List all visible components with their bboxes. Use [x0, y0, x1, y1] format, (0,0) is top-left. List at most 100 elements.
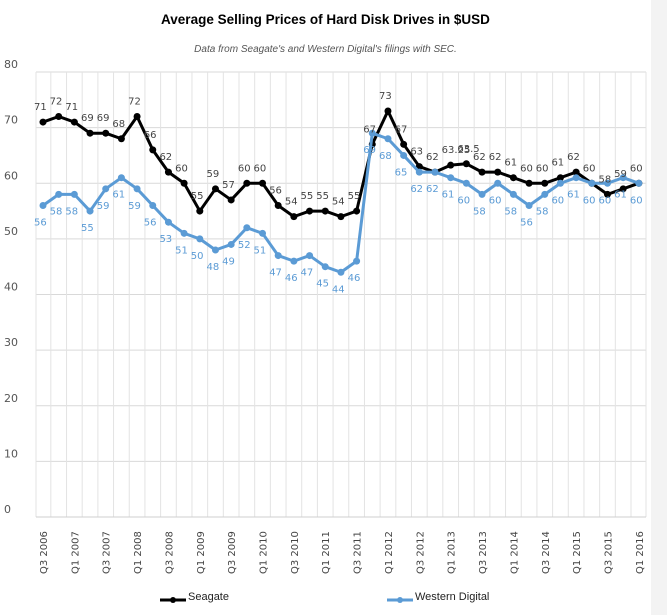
data-label: 62 — [410, 184, 423, 195]
y-tick-label: 40 — [4, 281, 18, 294]
data-label: 61 — [442, 190, 455, 201]
data-label: 46 — [348, 273, 361, 284]
data-label: 60 — [175, 163, 188, 174]
data-label: 66 — [144, 130, 157, 141]
data-point — [39, 202, 47, 209]
data-label: 60 — [551, 195, 564, 206]
data-point — [86, 207, 94, 215]
data-point — [400, 140, 408, 148]
data-point — [509, 174, 517, 182]
data-label: 55 — [301, 191, 314, 202]
x-tick-label: Q1 2007 — [70, 531, 81, 574]
data-label: 55 — [81, 223, 94, 234]
data-point — [259, 229, 267, 237]
data-point — [635, 179, 643, 187]
x-tick-label: Q3 2007 — [102, 531, 113, 574]
data-label: 62 — [426, 152, 439, 163]
data-point — [86, 129, 94, 137]
data-point — [525, 202, 533, 209]
chart-subtitle: Data from Seagate's and Western Digital'… — [194, 44, 457, 55]
data-label: 47 — [301, 268, 314, 279]
data-point — [337, 268, 345, 276]
data-point — [164, 218, 172, 226]
data-label: 59 — [614, 169, 627, 180]
data-label: 56 — [144, 218, 157, 229]
data-point — [196, 207, 204, 215]
data-point — [572, 168, 580, 176]
data-point — [39, 118, 47, 126]
data-point — [353, 207, 361, 215]
data-point — [180, 179, 188, 187]
y-tick-label: 50 — [4, 225, 18, 238]
data-label: 68 — [112, 119, 125, 130]
data-point — [211, 185, 219, 193]
data-point — [509, 190, 517, 198]
data-point — [556, 174, 564, 182]
data-point — [70, 118, 78, 126]
x-tick-label: Q3 2014 — [541, 531, 552, 574]
data-label: 61 — [614, 190, 627, 201]
data-label: 61 — [504, 158, 517, 169]
data-point — [541, 190, 549, 198]
y-tick-label: 30 — [4, 336, 18, 349]
x-tick-label: Q3 2008 — [164, 531, 175, 574]
data-point — [55, 113, 63, 120]
data-label: 68 — [379, 151, 392, 162]
data-label: 67 — [395, 124, 408, 135]
data-point — [55, 190, 63, 198]
data-label: 71 — [34, 102, 47, 113]
data-point — [494, 168, 502, 176]
data-label: 58 — [504, 206, 517, 217]
data-point — [180, 229, 188, 237]
data-point — [400, 151, 408, 159]
side-panel — [651, 0, 667, 615]
data-label: 59 — [128, 201, 141, 212]
data-label: 54 — [285, 197, 298, 208]
data-point — [415, 168, 423, 176]
data-point — [368, 129, 376, 137]
data-point — [478, 168, 486, 176]
data-point — [243, 179, 251, 187]
data-label: 69 — [81, 113, 94, 124]
data-point — [525, 179, 533, 187]
data-point — [321, 207, 329, 215]
data-label: 58 — [598, 174, 611, 185]
data-point — [196, 235, 204, 243]
data-point — [556, 179, 564, 187]
data-label: 62 — [489, 152, 502, 163]
data-point — [572, 174, 580, 182]
x-tick-label: Q1 2011 — [321, 531, 332, 574]
y-tick-label: 0 — [4, 503, 11, 516]
x-tick-label: Q3 2009 — [227, 531, 238, 574]
data-label: 60 — [630, 195, 643, 206]
data-label: 63.25 — [442, 145, 471, 156]
data-point — [259, 179, 267, 187]
x-tick-label: Q1 2016 — [635, 531, 646, 574]
data-label: 58 — [473, 206, 486, 217]
data-point — [211, 246, 219, 254]
data-point — [321, 263, 329, 271]
data-label: 60 — [536, 163, 549, 174]
data-label: 55 — [316, 191, 329, 202]
data-label: 62 — [426, 184, 439, 195]
data-label: 58 — [536, 206, 549, 217]
data-point — [243, 224, 251, 232]
data-point — [70, 190, 78, 198]
x-tick-label: Q1 2015 — [572, 531, 583, 574]
data-point — [290, 213, 298, 221]
data-label: 60 — [457, 195, 470, 206]
data-label: 60 — [583, 195, 596, 206]
data-point — [164, 168, 172, 176]
x-tick-label: Q1 2012 — [384, 531, 395, 574]
x-tick-label: Q3 2015 — [603, 531, 614, 574]
data-point — [306, 207, 314, 215]
data-label: 55 — [348, 191, 361, 202]
data-point — [588, 179, 596, 187]
data-point — [603, 190, 611, 198]
data-label: 53 — [159, 234, 172, 245]
data-point — [541, 179, 549, 187]
data-label: 59 — [206, 169, 219, 180]
data-point — [102, 129, 110, 137]
